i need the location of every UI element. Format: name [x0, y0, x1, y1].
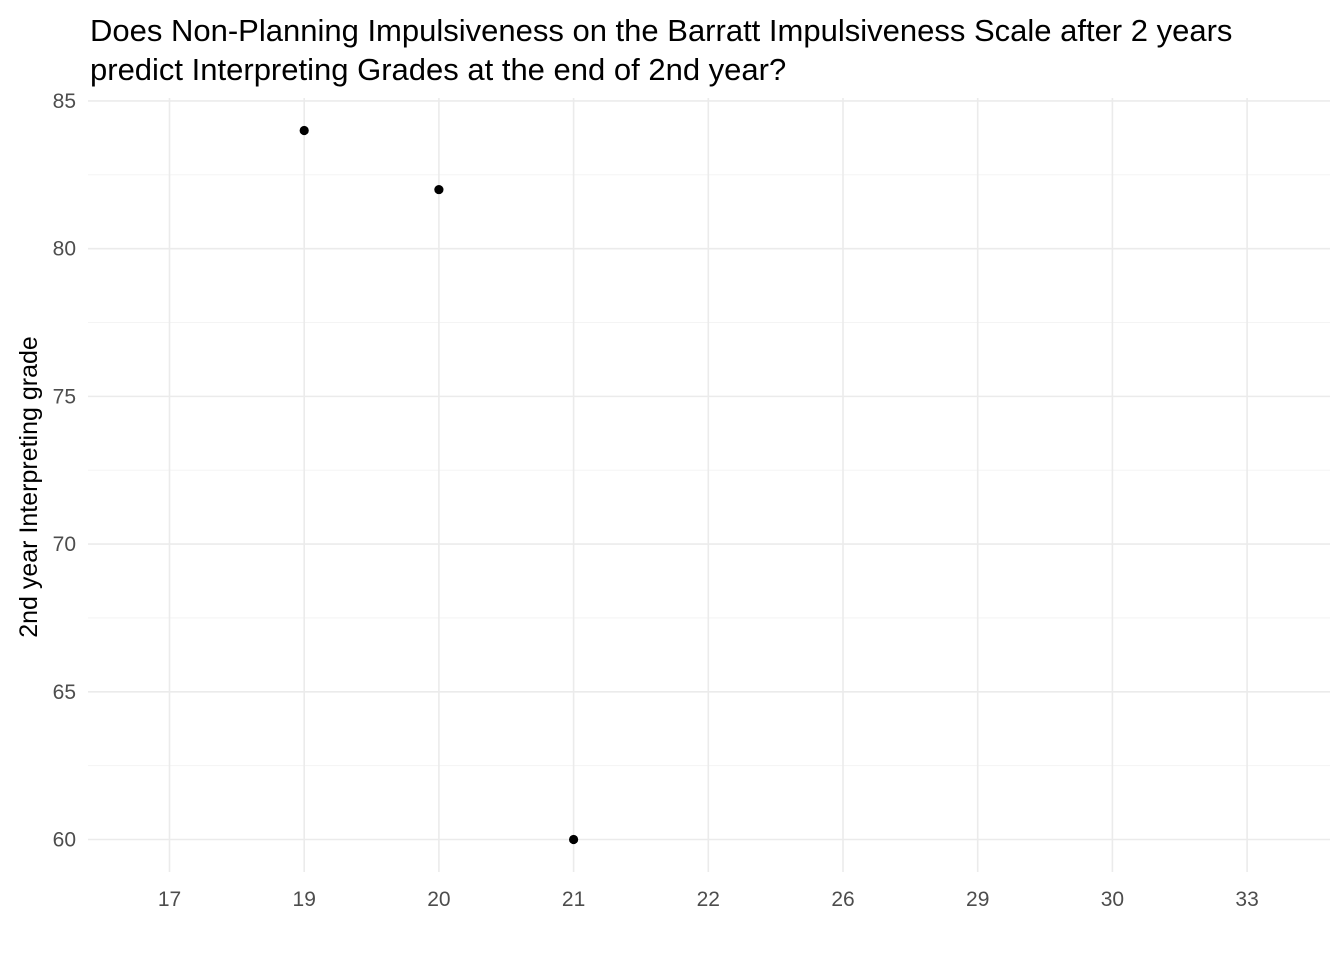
- grid: [88, 98, 1330, 872]
- x-tick-label: 17: [158, 888, 181, 911]
- x-tick-label: 33: [1235, 888, 1258, 911]
- data-point: [569, 834, 579, 845]
- y-tick-label: 65: [53, 681, 76, 704]
- x-tick-label: 30: [1101, 888, 1124, 911]
- x-tick-label: 26: [831, 888, 854, 911]
- y-tick-label: 60: [53, 829, 76, 852]
- x-tick-label: 20: [427, 888, 450, 911]
- chart-title: Does Non-Planning Impulsiveness on the B…: [90, 13, 1232, 87]
- x-tick-label: 22: [697, 888, 720, 911]
- y-tick-label: 75: [53, 385, 76, 408]
- x-tick-label: 19: [293, 888, 316, 911]
- y-tick-label: 70: [53, 533, 76, 556]
- y-tick-label: 80: [53, 238, 76, 261]
- x-axis-tick-labels: 17 19 20 21 22 26 29 30 33: [158, 888, 1259, 911]
- y-axis-title: 2nd year Interpreting grade: [15, 336, 43, 638]
- data-point: [299, 125, 309, 136]
- data-points: [299, 125, 579, 845]
- y-tick-label: 85: [53, 90, 76, 113]
- title-line-1: Does Non-Planning Impulsiveness on the B…: [90, 13, 1232, 48]
- title-line-2: predict Interpreting Grades at the end o…: [90, 52, 786, 87]
- data-point: [434, 184, 444, 195]
- x-tick-label: 29: [966, 888, 989, 911]
- y-axis-tick-labels: 60 65 70 75 80 85: [53, 90, 76, 852]
- x-tick-label: 21: [562, 888, 585, 911]
